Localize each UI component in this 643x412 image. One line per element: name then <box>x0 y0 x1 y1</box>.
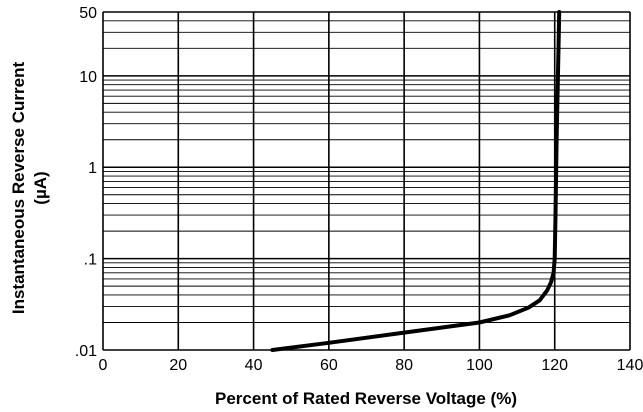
grid <box>102 11 631 351</box>
x-tick-label: 100 <box>466 357 493 374</box>
y-axis-unit-label: (µA) <box>31 171 50 204</box>
x-tick-label: 60 <box>320 357 338 374</box>
y-tick-label: 1 <box>88 160 97 177</box>
x-tick-label: 80 <box>395 357 413 374</box>
y-tick-label: 10 <box>79 69 97 86</box>
x-tick-label: 120 <box>541 357 568 374</box>
x-tick-label: 0 <box>99 357 108 374</box>
x-tick-label: 40 <box>245 357 263 374</box>
series-line <box>270 10 562 352</box>
y-axis-label: Instantaneous Reverse Current <box>9 62 28 315</box>
x-tick-labels: 0 20 40 60 80 100 120 140 <box>99 357 643 374</box>
x-axis-label: Percent of Rated Reverse Voltage (%) <box>215 389 517 408</box>
x-tick-label: 20 <box>169 357 187 374</box>
y-tick-label: .1 <box>84 252 97 269</box>
x-tick-label: 140 <box>617 357 643 374</box>
y-tick-labels: .01 .1 1 10 50 <box>75 5 97 360</box>
plot-area <box>270 10 562 352</box>
y-tick-label: 50 <box>79 5 97 22</box>
y-tick-label: .01 <box>75 343 97 360</box>
